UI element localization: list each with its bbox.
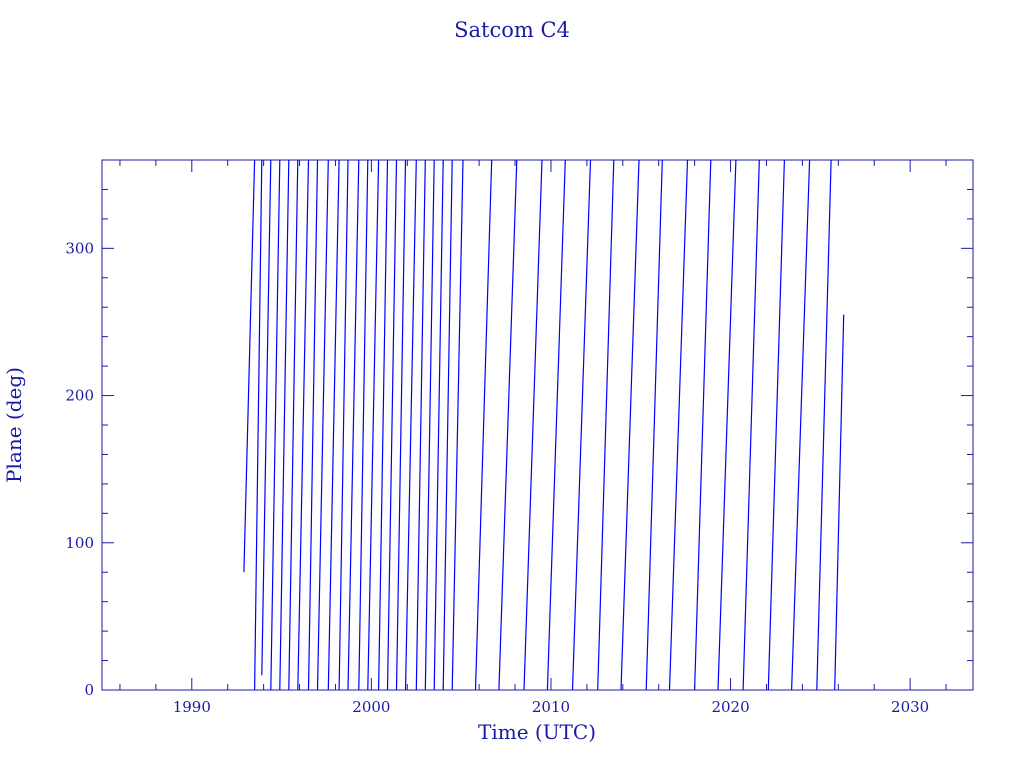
series-segment [451, 159, 464, 691]
series-segment [523, 159, 543, 691]
series-segment [347, 159, 360, 691]
series-segment [717, 159, 737, 691]
y-axis: 0 100 200 300 [65, 159, 973, 699]
series-segment [395, 159, 407, 691]
plot-frame [101, 159, 974, 691]
series-segment [424, 159, 435, 691]
x-tick-label: 2010 [532, 698, 570, 716]
series-segment [571, 159, 592, 691]
y-tick-label: 0 [84, 681, 94, 699]
series-segment [620, 159, 640, 691]
series-segment [816, 159, 832, 691]
series-segment [791, 159, 811, 691]
series-segment [378, 159, 389, 691]
series-segment [288, 159, 299, 691]
series-segment [279, 159, 290, 691]
series-segment [297, 159, 310, 691]
x-tick-label: 1990 [173, 698, 211, 716]
x-axis-label: Time (UTC) [478, 720, 596, 744]
y-tick-label: 300 [65, 239, 94, 257]
series-segment [386, 159, 398, 691]
series-segment [358, 159, 369, 691]
x-tick-label: 2020 [711, 698, 749, 716]
series-segment [442, 159, 453, 691]
series-segment [645, 159, 663, 691]
plot-area: 1990 2000 2010 2020 2030 0 100 200 300 [65, 159, 974, 716]
series-segment [834, 314, 845, 691]
series-segment [498, 159, 518, 691]
y-tick-label: 200 [65, 387, 94, 405]
series-segment [433, 159, 444, 691]
series-segment [261, 159, 272, 676]
x-tick-label: 2000 [352, 698, 390, 716]
series-segment [474, 159, 493, 691]
y-tick-label: 100 [65, 534, 94, 552]
series-layer [243, 159, 845, 691]
y-axis-label: Plane (deg) [2, 367, 26, 483]
series-segment [367, 159, 380, 691]
series-segment [742, 159, 760, 691]
series-segment [254, 159, 263, 691]
series-segment [327, 159, 340, 691]
series-segment [316, 159, 329, 691]
series-segment [307, 159, 319, 691]
series-segment [546, 159, 566, 691]
series-segment [270, 159, 281, 691]
chart-title: Satcom C4 [454, 18, 570, 42]
series-segment [597, 159, 615, 691]
series-segment [404, 159, 417, 691]
x-axis: 1990 2000 2010 2020 2030 [119, 160, 947, 716]
series-segment [694, 159, 712, 691]
series-segment [338, 159, 349, 691]
series-segment [415, 159, 426, 691]
series-segment [767, 159, 785, 691]
series-segment [243, 159, 256, 573]
series-segment [668, 159, 689, 691]
x-tick-label: 2030 [891, 698, 929, 716]
